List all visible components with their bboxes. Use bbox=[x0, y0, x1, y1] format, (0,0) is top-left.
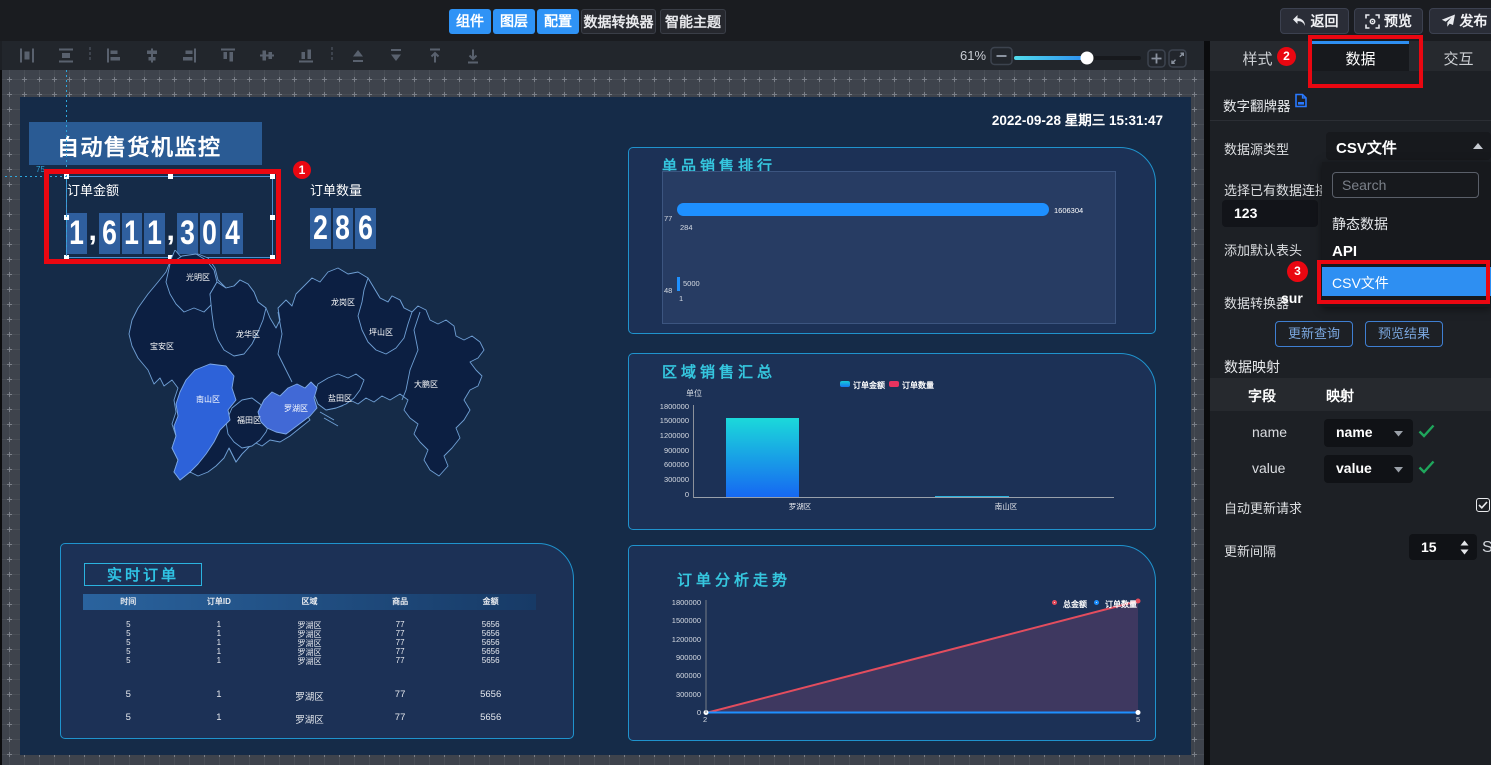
svg-text:盐田区: 盐田区 bbox=[328, 393, 352, 403]
svg-text:大鹏区: 大鹏区 bbox=[414, 379, 438, 389]
svg-text:龙华区: 龙华区 bbox=[236, 329, 260, 339]
svg-text:宝安区: 宝安区 bbox=[150, 341, 174, 351]
svg-text:光明区: 光明区 bbox=[186, 272, 210, 282]
svg-text:福田区: 福田区 bbox=[237, 416, 261, 425]
svg-text:坪山区: 坪山区 bbox=[369, 327, 393, 337]
svg-text:龙岗区: 龙岗区 bbox=[331, 297, 355, 307]
svg-text:罗湖区: 罗湖区 bbox=[284, 404, 308, 413]
svg-text:南山区: 南山区 bbox=[196, 394, 220, 404]
svg-text:61%: 61% bbox=[960, 48, 986, 63]
